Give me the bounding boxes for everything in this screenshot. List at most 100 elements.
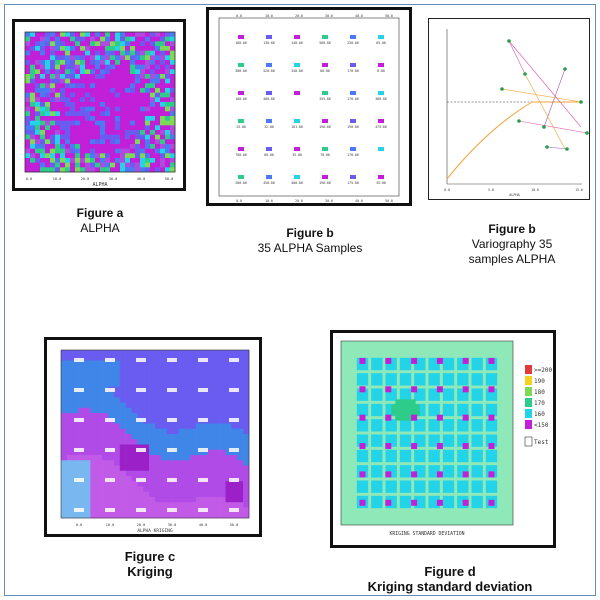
- pixel-cell: [100, 116, 106, 121]
- kriging-cell: [196, 439, 203, 445]
- pixel-cell: [70, 41, 76, 47]
- sample-label-box: [74, 358, 84, 362]
- sample-value: 170.00: [347, 153, 359, 157]
- pixel-cell: [60, 158, 66, 163]
- kriging-cell: [225, 434, 232, 440]
- pixel-cell: [165, 83, 171, 89]
- pixel-cell: [30, 64, 36, 70]
- pixel-cell: [40, 106, 46, 112]
- kriging-cell: [143, 402, 150, 409]
- figure-d-caption: Figure d Kriging standard deviation: [340, 564, 560, 594]
- pixel-cell: [120, 41, 126, 47]
- sample-marker: [411, 471, 418, 478]
- pixel-cell: [160, 74, 166, 79]
- kriging-cell: [202, 428, 209, 435]
- pixel-cell: [30, 102, 36, 107]
- pixel-cell: [145, 60, 151, 65]
- kriging-cell: [61, 376, 68, 382]
- sample-marker: [462, 443, 469, 450]
- pixel-cell: [150, 116, 156, 121]
- kriging-cell: [160, 392, 168, 398]
- kriging-cell: [190, 444, 197, 451]
- pixel-cell: [30, 167, 36, 173]
- figure-b-title: Figure b: [286, 226, 334, 240]
- kriging-cell: [72, 371, 79, 377]
- pixel-cell: [30, 111, 36, 117]
- pixel-cell: [95, 74, 101, 79]
- pixel-cell: [85, 88, 91, 93]
- kriging-cell: [243, 392, 250, 398]
- pixel-cell: [55, 74, 61, 79]
- kriging-cell: [108, 434, 115, 440]
- pixel-cell: [50, 32, 56, 37]
- pixel-cell: [165, 153, 171, 159]
- pixel-cell: [135, 36, 141, 42]
- pixel-cell: [90, 120, 96, 126]
- pixel-cell: [160, 102, 166, 107]
- kriging-cell: [125, 418, 132, 424]
- kriging-cell: [172, 413, 179, 419]
- kriging-cell: [78, 486, 85, 493]
- pixel-cell: [165, 167, 171, 173]
- pixel-cell: [145, 144, 151, 149]
- pixel-cell: [65, 162, 71, 168]
- pixel-cell: [100, 162, 106, 168]
- std-cluster: [391, 404, 420, 416]
- pixel-cell: [65, 134, 71, 140]
- std-cell: [414, 388, 426, 401]
- pixel-cell: [165, 46, 171, 51]
- pixel-cell: [55, 83, 61, 89]
- pixel-cell: [80, 64, 86, 70]
- kriging-cell: [225, 413, 232, 419]
- std-cell: [356, 480, 369, 493]
- kriging-cell: [108, 392, 115, 398]
- kriging-cell: [78, 470, 85, 477]
- pixel-cell: [110, 125, 116, 131]
- pixel-cell: [55, 158, 61, 163]
- pixel-cell: [45, 116, 51, 121]
- pixel-cell: [65, 36, 71, 42]
- kriging-cell: [78, 413, 85, 419]
- kriging-cell: [166, 413, 173, 419]
- kriging-cell: [190, 434, 197, 440]
- kriging-cell: [160, 371, 168, 377]
- kriging-cell: [102, 360, 109, 367]
- x-axis-label: KRIGING STANDARD DEVIATION: [389, 531, 464, 537]
- kriging-cell: [61, 350, 68, 356]
- kriging-cell: [108, 502, 115, 508]
- sample-value: 340.00: [291, 69, 303, 73]
- kriging-cell: [219, 439, 226, 445]
- sample-marker: [462, 499, 469, 506]
- std-cell: [428, 388, 440, 401]
- pixel-cell: [55, 60, 61, 65]
- kriging-cell: [119, 497, 126, 503]
- pixel-cell: [80, 167, 86, 173]
- pixel-cell: [70, 120, 76, 126]
- kriging-cell: [178, 371, 185, 377]
- pixel-cell: [70, 125, 76, 131]
- sample-value: 400.00: [263, 97, 275, 101]
- kriging-cell: [184, 350, 191, 356]
- kriging-cell: [160, 444, 168, 451]
- pair-line: [546, 146, 568, 150]
- bottom-tick-label: 30.0: [325, 199, 333, 203]
- kriging-cell: [96, 507, 103, 514]
- kriging-cell: [202, 413, 209, 419]
- kriging-cell: [243, 476, 250, 482]
- kriging-cell: [190, 397, 197, 403]
- pixel-cell: [170, 158, 176, 163]
- pixel-cell: [90, 102, 96, 107]
- std-cell: [356, 357, 369, 371]
- kriging-cell: [231, 502, 238, 508]
- pixel-cell: [95, 41, 101, 47]
- kriging-cell: [225, 486, 232, 493]
- kriging-cell: [119, 381, 126, 388]
- kriging-cell: [90, 497, 97, 503]
- pixel-cell: [145, 125, 151, 131]
- pixel-cell: [85, 111, 91, 117]
- kriging-cell: [184, 407, 191, 414]
- kriging-cell: [196, 449, 203, 456]
- figure-frame: [4, 4, 596, 596]
- pixel-cell: [115, 92, 121, 98]
